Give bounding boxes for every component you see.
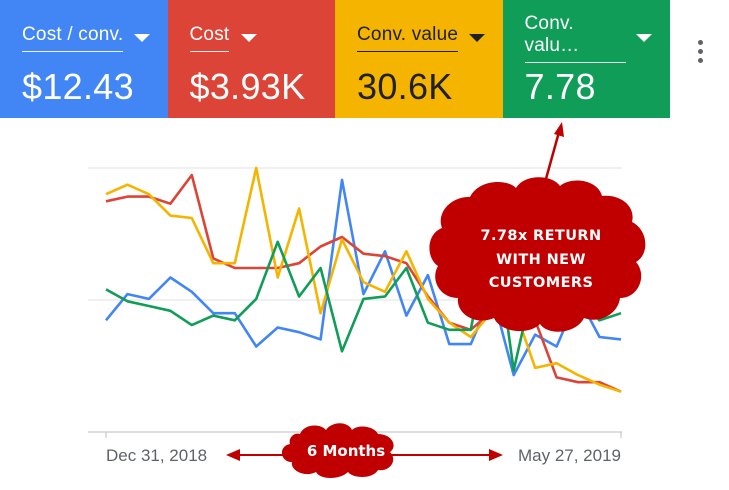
callout-arrow-line <box>542 131 561 187</box>
metric-selector[interactable]: Conv. value <box>357 24 459 52</box>
metric-selector[interactable]: Cost <box>189 24 230 52</box>
duration-arrow-left-head <box>226 449 240 461</box>
callout-line-2: WITH NEW <box>496 252 586 268</box>
metric-card-conv-value[interactable]: Conv. value 30.6K <box>335 0 503 118</box>
duration-cloud <box>281 423 394 478</box>
metric-label: Conv. valu… <box>524 13 580 56</box>
duration-arrow-right-head <box>489 449 503 461</box>
metric-card-cost-per-conv[interactable]: Cost / conv. $12.43 <box>0 0 168 118</box>
metric-value: 7.78 <box>524 66 596 107</box>
metric-card-conv-value-per-cost[interactable]: Conv. valu… 7.78 <box>502 0 670 118</box>
series-line-3 <box>105 166 622 393</box>
callout-cloud-shape <box>429 177 646 332</box>
metric-value: 30.6K <box>357 66 453 107</box>
duration-arrow: 6 Months <box>226 423 503 478</box>
dropdown-caret-icon[interactable] <box>636 34 652 42</box>
callout-line-1: 7.78x RETURN <box>480 228 601 244</box>
metric-label: Conv. value <box>357 24 459 45</box>
metric-card-cost[interactable]: Cost $3.93K <box>167 0 335 118</box>
dropdown-caret-icon[interactable] <box>468 34 485 42</box>
series-line-1 <box>104 178 622 377</box>
callout-line-3: CUSTOMERS <box>489 275 594 291</box>
duration-label: 6 Months <box>307 442 385 460</box>
metric-selector[interactable]: Cost / conv. <box>22 24 124 52</box>
x-tick-label-start: Dec 31, 2018 <box>106 446 207 465</box>
dropdown-caret-icon[interactable] <box>133 34 150 42</box>
metric-selector[interactable]: Conv. valu… <box>524 13 626 63</box>
callout-arrow-head <box>554 122 564 137</box>
callout-arrow <box>542 122 564 187</box>
metric-cards: Cost / conv. $12.43 Cost $3.93K Conv. va… <box>0 0 670 118</box>
metric-label: Cost / conv. <box>22 24 124 45</box>
chart-x-axis: Dec 31, 2018 May 27, 2019 <box>106 446 621 465</box>
metric-value: $12.43 <box>22 66 134 107</box>
dropdown-caret-icon[interactable] <box>241 34 257 42</box>
metric-value: $3.93K <box>189 66 306 107</box>
more-vert-icon[interactable] <box>694 40 706 70</box>
x-tick-label-end: May 27, 2019 <box>518 446 621 465</box>
callout-cloud: 7.78x RETURN WITH NEW CUSTOMERS <box>429 177 646 332</box>
metric-label: Cost <box>189 24 230 45</box>
